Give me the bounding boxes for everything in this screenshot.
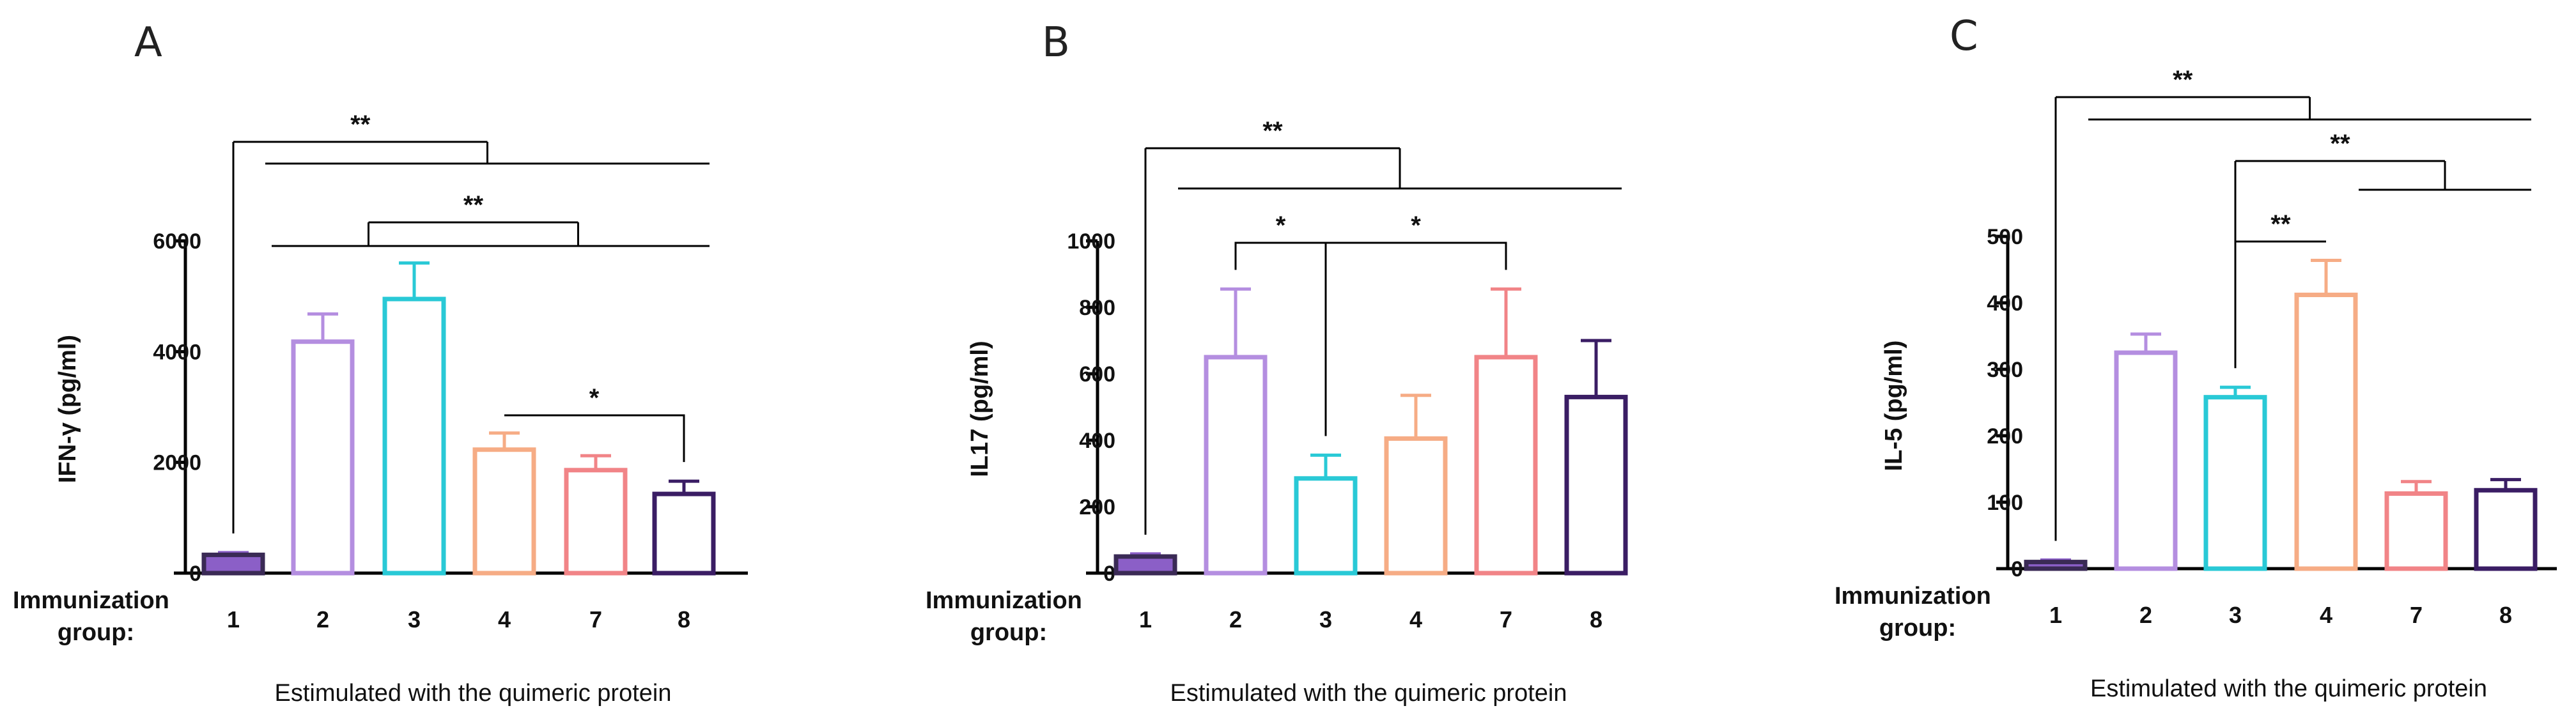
bracket-line — [504, 414, 685, 463]
category-label: 4 — [1409, 606, 1422, 633]
bar-group-7 — [564, 468, 628, 576]
bar-group-4 — [2294, 293, 2358, 571]
y-tick-label: 600 — [1079, 362, 1115, 387]
panel-A: A 0 2000 4000 6000 IFN-γ (pg/ml) 1 2 3 4 7 8 Immuniz… — [13, 19, 748, 707]
bar-group-1 — [1113, 554, 1177, 576]
bar-group-4 — [1384, 436, 1448, 576]
y-tick-label: 200 — [1079, 495, 1115, 519]
bar-group-8 — [652, 491, 716, 576]
category-label: 7 — [589, 606, 602, 633]
y-tick-label: 0 — [1103, 562, 1115, 586]
category-label: 8 — [678, 606, 690, 633]
group-label-line2: group: — [1879, 615, 1956, 641]
group-label-line1: Immunization — [926, 587, 1082, 614]
y-tick-label: 6000 — [153, 229, 201, 254]
bar-group-8 — [1564, 394, 1628, 576]
group-label-line2: group: — [970, 619, 1047, 646]
significance-label: * — [1276, 211, 1286, 240]
y-tick-label: 4000 — [153, 340, 201, 364]
x-axis-title: Estimulated with the quimeric protein — [2090, 675, 2487, 702]
significance-bracket: * — [1324, 211, 1507, 436]
y-axis-label: IL-5 (pg/ml) — [1881, 341, 1907, 472]
significance-label: * — [589, 384, 600, 412]
panel-letter: C — [1950, 13, 1978, 60]
bar-group-3 — [382, 296, 446, 576]
y-tick-label: 0 — [189, 562, 201, 586]
bar-group-1 — [2024, 560, 2088, 571]
category-label: 2 — [2139, 602, 2152, 628]
category-label: 1 — [227, 606, 240, 633]
y-tick-label: 200 — [1987, 424, 2023, 449]
significance-bracket: ** — [2234, 130, 2531, 369]
y-axis-label: IL17 (pg/ml) — [966, 341, 993, 477]
y-axis-label: IFN-γ (pg/ml) — [54, 335, 81, 483]
category-label: 8 — [2499, 602, 2512, 628]
category-label: 2 — [1229, 606, 1242, 633]
y-tick-label: 400 — [1987, 291, 2023, 316]
category-label: 3 — [2229, 602, 2242, 628]
x-axis-title: Estimulated with the quimeric protein — [1170, 680, 1567, 707]
bar-group-2 — [2114, 350, 2178, 571]
significance-label: ** — [1262, 117, 1283, 145]
y-tick-label: 300 — [1987, 358, 2023, 382]
bar-group-8 — [2474, 488, 2538, 571]
panel-C: C 0 100 200 300 400 500 IL-5 (pg/ml) 1 2 3 4 7 8 Immun… — [1835, 13, 2557, 702]
significance-label: ** — [2270, 210, 2291, 238]
significance-label: * — [1411, 211, 1421, 240]
bar-group-2 — [1204, 355, 1268, 576]
bar-group-2 — [291, 339, 355, 576]
significance-label: ** — [2330, 130, 2350, 158]
y-tick-label: 400 — [1079, 429, 1115, 453]
group-label-line1: Immunization — [1835, 583, 1991, 610]
category-label: 1 — [2049, 602, 2062, 628]
category-label: 3 — [408, 606, 421, 633]
bracket-line — [1324, 242, 1507, 436]
category-label: 7 — [2410, 602, 2423, 628]
category-label: 1 — [1139, 606, 1152, 633]
bracket-line — [2234, 240, 2326, 369]
y-tick-label: 500 — [1987, 225, 2023, 249]
group-label-line1: Immunization — [13, 587, 169, 614]
panel-letter: B — [1042, 19, 1070, 66]
category-label: 7 — [1500, 606, 1512, 633]
y-tick-label: 800 — [1079, 296, 1115, 320]
significance-bracket: ** — [2054, 66, 2531, 541]
y-tick-label: 2000 — [153, 451, 201, 475]
y-tick-label: 1000 — [1067, 229, 1115, 254]
category-label: 3 — [1319, 606, 1332, 633]
y-tick-label: 100 — [1987, 491, 2023, 515]
bar-group-7 — [2384, 491, 2448, 571]
y-tick-label: 0 — [2011, 557, 2023, 581]
significance-label: ** — [2173, 66, 2193, 94]
bar-group-1 — [201, 552, 265, 576]
group-label-line2: group: — [58, 619, 134, 646]
significance-bracket: ** — [232, 111, 710, 534]
bar-group-3 — [1294, 476, 1358, 576]
x-axis-title: Estimulated with the quimeric protein — [275, 680, 672, 707]
significance-bracket: * — [504, 384, 685, 463]
significance-label: ** — [350, 111, 371, 139]
category-label: 4 — [2320, 602, 2332, 628]
bar-group-7 — [1474, 355, 1538, 576]
bar-group-4 — [472, 447, 536, 576]
category-label: 8 — [1590, 606, 1602, 633]
category-label: 4 — [498, 606, 511, 633]
panel-letter: A — [134, 19, 162, 66]
category-label: 2 — [316, 606, 329, 633]
significance-label: ** — [463, 191, 484, 219]
significance-bracket: ** — [1144, 117, 1622, 535]
significance-bracket: ** — [2234, 210, 2326, 369]
panel-B: B 0 200 400 600 800 1000 IL17 (pg/ml) 1 2 3 4 7 8 Immu… — [926, 19, 1628, 707]
bar-group-3 — [2203, 395, 2267, 571]
significance-bracket: ** — [272, 191, 710, 247]
